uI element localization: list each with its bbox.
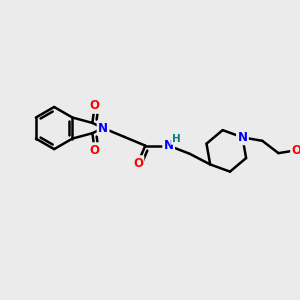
Text: O: O	[90, 144, 100, 157]
Text: N: N	[98, 122, 108, 135]
Text: O: O	[133, 157, 143, 170]
Text: O: O	[90, 99, 100, 112]
Text: H: H	[172, 134, 180, 144]
Text: N: N	[164, 139, 174, 152]
Text: N: N	[237, 131, 248, 144]
Text: O: O	[292, 144, 300, 157]
